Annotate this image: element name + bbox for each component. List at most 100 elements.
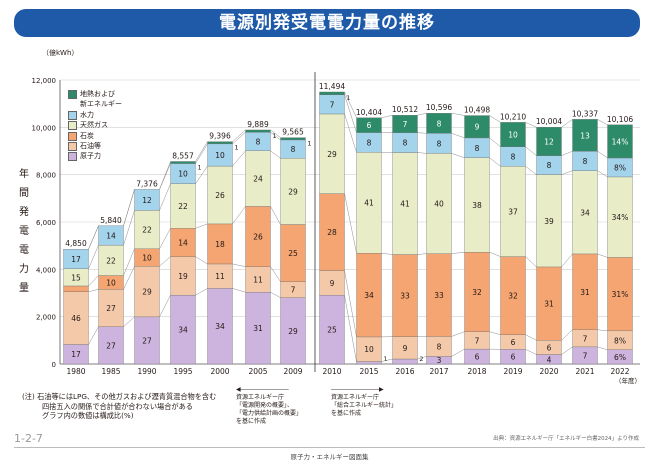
connector-line <box>489 115 501 123</box>
source-line: を基に作成 <box>236 418 267 425</box>
bar-segment-label: 11 <box>253 275 263 284</box>
bar-segment <box>170 256 196 296</box>
bar-segment-label: 7 <box>583 351 588 360</box>
legend-item: 石油等 <box>68 141 122 152</box>
connector-line <box>597 170 608 178</box>
bar-segment-label: 29 <box>288 187 298 196</box>
small-share-label: 1 <box>272 132 276 140</box>
small-share-label: 1 <box>307 140 311 148</box>
bar-segment-label: 10 <box>106 278 116 287</box>
y-axis-title-char: 年 <box>19 169 29 180</box>
bar-segment <box>392 152 418 255</box>
source-left: ◀―――――――― 資源エネルギー庁 「電源開発の概要」、 「電力供給計画の概要… <box>236 386 302 426</box>
bar-segment <box>607 257 633 332</box>
bar-segment-label: 33 <box>400 292 410 301</box>
bar-segment-label: 9 <box>403 344 408 353</box>
bar-segment-label: 10 <box>142 254 152 263</box>
bar-segment-label: 29 <box>288 327 298 336</box>
bar-segment-label: 31 <box>544 300 554 309</box>
x-tick-label: 2022 <box>610 367 629 376</box>
y-axis-title-char: 発 <box>19 207 29 218</box>
bar-segment <box>319 113 345 194</box>
bar-segment <box>392 358 418 365</box>
small-share-label: 1 <box>197 163 201 171</box>
bar-segment-label: 9 <box>475 123 480 132</box>
x-tick-label: 2000 <box>210 367 229 376</box>
bar-segment-label: 4 <box>547 355 552 364</box>
connector-line <box>232 263 246 267</box>
note-line: (注) 石油等にはLPG、その他ガスおよび瀝青質混合物を含む <box>22 392 217 401</box>
y-unit-label: （億kWh） <box>42 49 79 57</box>
bar-segment-label: 8 <box>475 144 480 153</box>
source-line: 資源エネルギー庁 <box>236 394 285 401</box>
x-tick-label: 1980 <box>66 367 85 376</box>
connector-line <box>232 206 246 225</box>
bar-segment-label: 24 <box>253 175 263 184</box>
bar-segment-label: 26 <box>215 191 225 200</box>
source-arrow: ◀―――――――― <box>236 386 289 393</box>
connector-line <box>123 189 135 226</box>
y-tick-label: 6,000 <box>36 219 56 227</box>
bar-segment-label: 29 <box>327 150 337 159</box>
bar-segment <box>63 249 89 269</box>
y-axis-title-char: 電 <box>19 226 29 237</box>
connector-line <box>88 245 99 269</box>
connector-line <box>525 334 537 341</box>
x-tick-label: 2019 <box>503 367 522 376</box>
bar-segment <box>63 291 89 345</box>
y-tick-label: 8,000 <box>36 172 56 180</box>
connector-line <box>159 183 171 211</box>
bar-total-label: 5,840 <box>100 216 122 225</box>
x-tick-label: 2021 <box>575 367 594 376</box>
bar-segment <box>134 210 160 249</box>
bar-segment <box>245 150 271 207</box>
bar-segment-label: 6 <box>511 338 516 347</box>
bar-segment-label: 6 <box>367 121 372 130</box>
bar-segment <box>98 244 124 276</box>
bar-segment-label: 8 <box>291 145 296 154</box>
bar-segment-label: 8 <box>256 138 261 147</box>
connector-line <box>195 288 208 296</box>
bar-segment <box>207 223 233 265</box>
bar-segment-label: 11 <box>215 272 225 281</box>
bar-segment <box>392 115 418 133</box>
bar-segment-label: 37 <box>508 207 518 216</box>
connector-line <box>195 165 208 184</box>
legend-item: 石炭 <box>68 131 122 141</box>
x-tick-label: 2018 <box>467 367 486 376</box>
connector-line <box>597 329 608 332</box>
connector-line <box>561 253 573 268</box>
bar-segment <box>319 91 345 95</box>
connector-line <box>270 129 281 138</box>
bar-total-label: 11,494 <box>319 82 345 91</box>
bar-segment-label: 10 <box>364 345 374 354</box>
x-tick-label: 2009 <box>283 367 302 376</box>
legend-item: 天然ガス <box>68 120 122 131</box>
connector-line <box>451 133 465 139</box>
bar-segment-label: 41 <box>364 199 374 208</box>
bar-segment <box>500 256 526 335</box>
bar-segment-label: 8 <box>403 139 408 148</box>
connector-line <box>159 295 171 317</box>
bar-total-label: 10,337 <box>572 109 598 118</box>
bar-segment-label: 33 <box>434 291 444 300</box>
bar-segment-label: 13 <box>580 131 590 140</box>
bar-segment-label: 26 <box>253 233 263 242</box>
bar-segment <box>207 165 233 225</box>
bar-segment <box>607 124 633 159</box>
bar-segment-label: 7 <box>403 120 408 129</box>
connector-line <box>159 161 171 190</box>
bar-segment <box>98 289 124 327</box>
bar-segment-label: 8 <box>547 161 552 170</box>
bar-segment <box>572 253 598 330</box>
bar-segment <box>536 174 562 268</box>
legend-item: 原子力 <box>68 151 122 162</box>
bar-segment-label: 38 <box>472 201 482 210</box>
bar-segment-label: 10 <box>215 151 225 160</box>
connector-line <box>525 166 537 175</box>
y-tick-label: 12,000 <box>32 77 57 85</box>
bar-segment-label: 46 <box>71 314 81 323</box>
bar-segment-label: 7 <box>475 336 480 345</box>
bar-segment-label: 25 <box>327 326 337 335</box>
